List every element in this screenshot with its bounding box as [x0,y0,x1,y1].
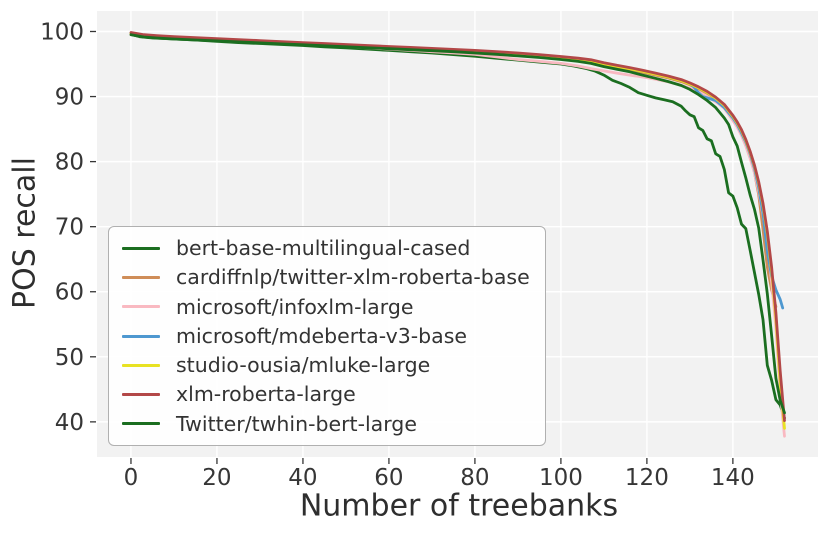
x-tick-label: 60 [374,465,403,491]
y-tick-label: 100 [40,19,84,45]
legend-swatch-line [122,393,160,396]
legend-label: microsoft/infoxlm-large [176,294,414,319]
legend-swatch-line [122,305,160,309]
legend-label: xlm-roberta-large [176,382,356,407]
legend-label: cardiffnlp/twitter-xlm-roberta-base [176,265,530,290]
x-tick-label: 120 [625,465,669,491]
series-line-xlm-roberta-large [129,31,786,422]
y-tick-label: 60 [55,280,84,306]
legend-label: microsoft/mdeberta-v3-base [176,323,468,348]
legend-label: Twitter/twhin-bert-large [176,411,417,436]
legend-item: microsoft/infoxlm-large [122,293,537,321]
legend: bert-base-multilingual-cased cardiffnlp/t… [108,226,546,446]
y-tick-label: 40 [55,410,84,436]
series-line-twitter-twhin-bert-large [129,33,786,415]
legend-swatch-line [122,422,160,426]
y-axis-label: POS recall [7,157,43,309]
y-tick-label: 80 [55,150,84,176]
x-tick-label: 40 [288,465,317,491]
x-tick-label: 0 [124,465,139,491]
legend-swatch-line [122,334,160,338]
x-tick-label: 20 [202,465,231,491]
legend-item: xlm-roberta-large [122,381,537,409]
y-tick-label: 70 [55,215,84,241]
x-tick-label: 80 [460,465,489,491]
legend-item: Twitter/twhin-bert-large [122,410,537,438]
legend-item: microsoft/mdeberta-v3-base [122,322,537,350]
y-tick-label: 90 [55,85,84,111]
x-tick-label: 140 [711,465,755,491]
legend-swatch-line [122,363,160,367]
legend-item: studio-ousia/mluke-large [122,351,537,379]
legend-swatch-line [122,246,160,250]
legend-swatch-line [122,276,160,279]
x-axis-label: Number of treebanks [299,488,619,524]
legend-item: bert-base-multilingual-cased [122,234,537,262]
legend-label: bert-base-multilingual-cased [176,236,471,260]
legend-item: cardiffnlp/twitter-xlm-roberta-base [122,264,537,292]
y-tick-label: 50 [55,345,84,371]
legend-label: studio-ousia/mluke-large [176,353,431,377]
x-tick-label: 100 [539,465,583,491]
